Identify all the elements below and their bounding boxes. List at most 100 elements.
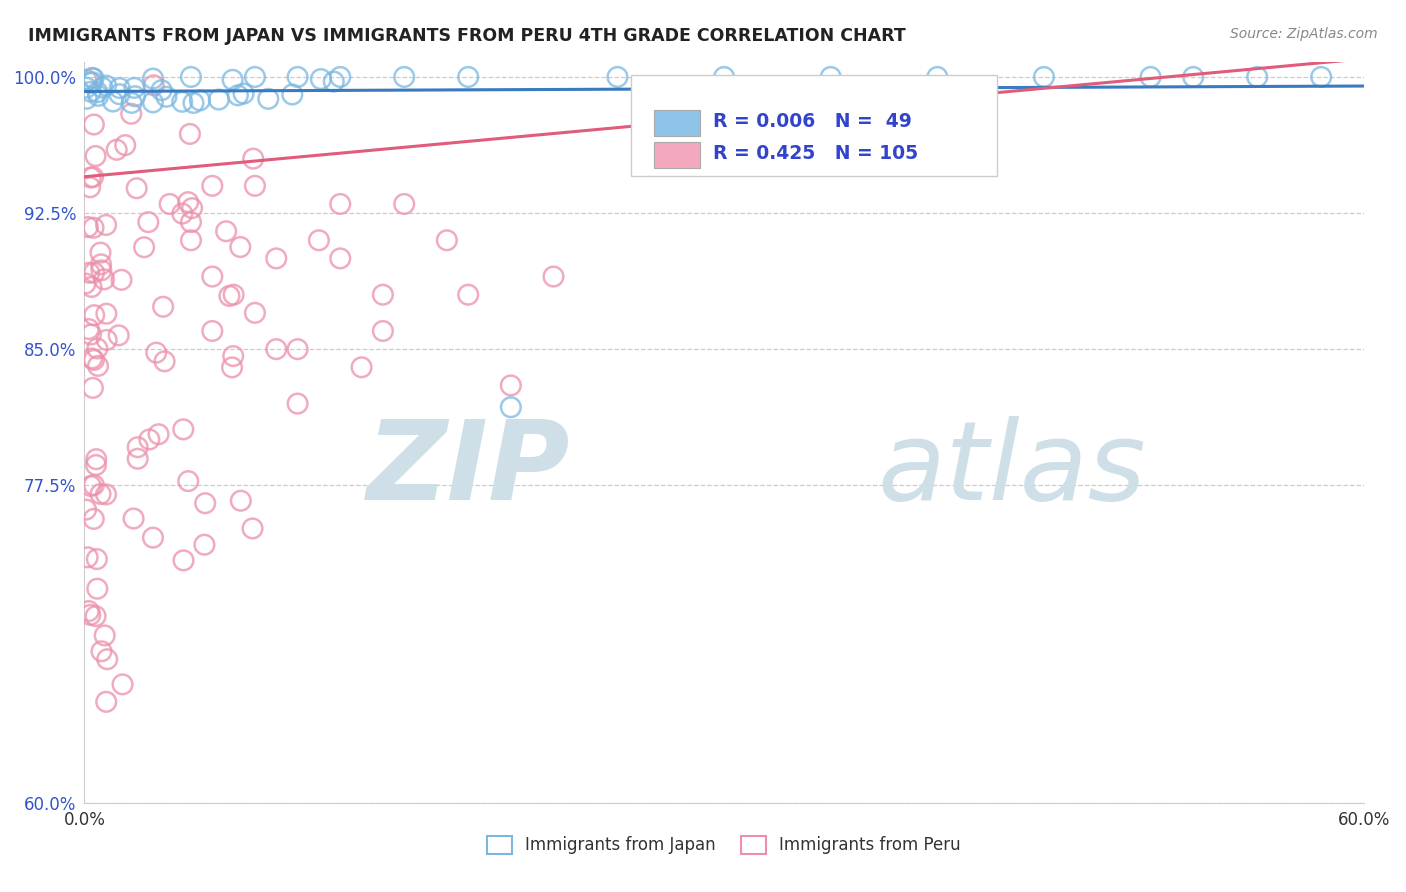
Point [243, 70, 266, 84]
Point [83, 353, 105, 368]
Point [83, 308, 105, 322]
Point [127, 451, 149, 466]
Point [80, 70, 103, 85]
Point [86, 85, 108, 99]
Text: R = 0.425   N = 105: R = 0.425 N = 105 [713, 144, 918, 163]
Point [229, 493, 252, 508]
Point [75, 73, 97, 87]
Point [222, 287, 245, 301]
Point [287, 70, 309, 84]
Point [108, 81, 131, 95]
Point [124, 81, 146, 95]
Point [80, 351, 103, 366]
Point [124, 89, 146, 103]
Point [142, 531, 165, 545]
Point [1182, 70, 1205, 84]
Point [152, 300, 174, 314]
Point [94, 487, 117, 501]
Point [153, 354, 176, 368]
Point [138, 433, 160, 447]
Point [194, 496, 217, 510]
Point [457, 70, 479, 84]
Point [1246, 70, 1268, 84]
Point [75, 502, 97, 516]
Point [86, 342, 108, 356]
Point [84, 149, 107, 163]
Point [79, 607, 101, 622]
Point [201, 178, 224, 193]
Point [80, 76, 103, 90]
Point [150, 83, 173, 97]
Point [96, 652, 118, 666]
Point [96, 333, 118, 347]
Text: atlas: atlas [877, 417, 1146, 523]
Point [606, 70, 628, 84]
Point [322, 75, 344, 89]
Point [108, 87, 131, 102]
Point [80, 479, 103, 493]
Point [457, 287, 479, 301]
Point [264, 342, 288, 356]
Point [82, 75, 104, 89]
Point [188, 94, 211, 108]
Point [127, 440, 149, 454]
Point [221, 72, 243, 87]
Point [83, 118, 105, 132]
Point [77, 604, 100, 618]
Point [87, 359, 110, 373]
Point [180, 215, 202, 229]
Point [820, 70, 842, 84]
Point [84, 452, 107, 467]
Point [257, 92, 280, 106]
Point [287, 342, 309, 356]
FancyBboxPatch shape [654, 111, 700, 136]
Point [179, 127, 201, 141]
Point [243, 306, 266, 320]
Point [180, 233, 202, 247]
Point [110, 273, 132, 287]
Text: IMMIGRANTS FROM JAPAN VS IMMIGRANTS FROM PERU 4TH GRADE CORRELATION CHART: IMMIGRANTS FROM JAPAN VS IMMIGRANTS FROM… [28, 27, 905, 45]
Point [101, 95, 124, 109]
Point [77, 266, 100, 280]
Point [94, 218, 117, 232]
Point [1032, 70, 1054, 84]
Point [76, 550, 98, 565]
Point [329, 197, 352, 211]
Point [79, 180, 101, 194]
Point [142, 71, 165, 86]
Point [76, 220, 98, 235]
Point [243, 178, 266, 193]
Point [86, 552, 108, 566]
Point [90, 257, 112, 271]
Point [87, 88, 110, 103]
Point [222, 349, 245, 363]
Point [226, 88, 249, 103]
Point [89, 245, 111, 260]
Point [1139, 70, 1161, 84]
Point [82, 170, 104, 185]
Point [83, 220, 105, 235]
Point [91, 80, 114, 95]
Point [86, 582, 108, 596]
Point [394, 197, 416, 211]
Point [114, 138, 136, 153]
Point [80, 280, 103, 294]
Point [927, 70, 949, 84]
Point [142, 78, 165, 93]
Point [159, 197, 181, 211]
Point [145, 345, 167, 359]
Point [394, 70, 416, 84]
Point [308, 233, 330, 247]
Point [201, 269, 224, 284]
Point [208, 93, 231, 107]
Point [76, 80, 98, 95]
Point [287, 396, 309, 410]
Point [177, 195, 200, 210]
Point [183, 95, 205, 110]
FancyBboxPatch shape [654, 142, 700, 169]
Point [138, 215, 160, 229]
Point [90, 487, 112, 501]
Point [499, 401, 522, 415]
Point [221, 360, 243, 375]
Point [94, 78, 117, 93]
